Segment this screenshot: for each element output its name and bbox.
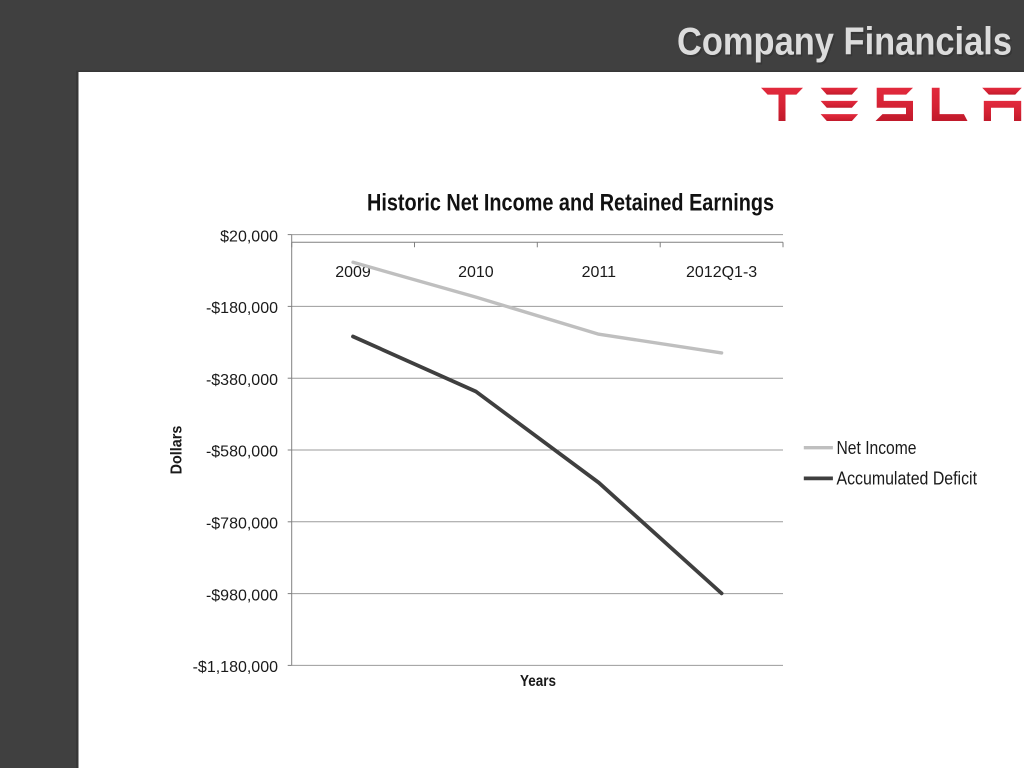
svg-text:$20,000: $20,000 [220,228,278,245]
svg-text:Company Financials: Company Financials [677,20,1012,63]
svg-text:Years: Years [520,673,556,690]
svg-text:Accumulated Deficit: Accumulated Deficit [837,469,978,489]
svg-text:2009: 2009 [335,264,371,281]
svg-text:-$380,000: -$380,000 [206,372,278,389]
svg-text:-$980,000: -$980,000 [206,587,278,604]
svg-text:Dollars: Dollars [169,426,186,475]
svg-text:-$180,000: -$180,000 [206,300,278,317]
svg-text:Company Financials: Company Financials [679,22,1014,65]
svg-text:2012Q1-3: 2012Q1-3 [686,264,757,281]
svg-text:-$580,000: -$580,000 [206,444,278,461]
svg-text:Net Income: Net Income [837,438,917,458]
svg-text:2010: 2010 [458,264,494,281]
svg-text:-$1,180,000: -$1,180,000 [193,659,279,676]
svg-text:Historic Net Income and Retain: Historic Net Income and Retained Earning… [367,190,774,217]
svg-text:2011: 2011 [582,264,617,281]
svg-text:-$780,000: -$780,000 [206,516,278,533]
